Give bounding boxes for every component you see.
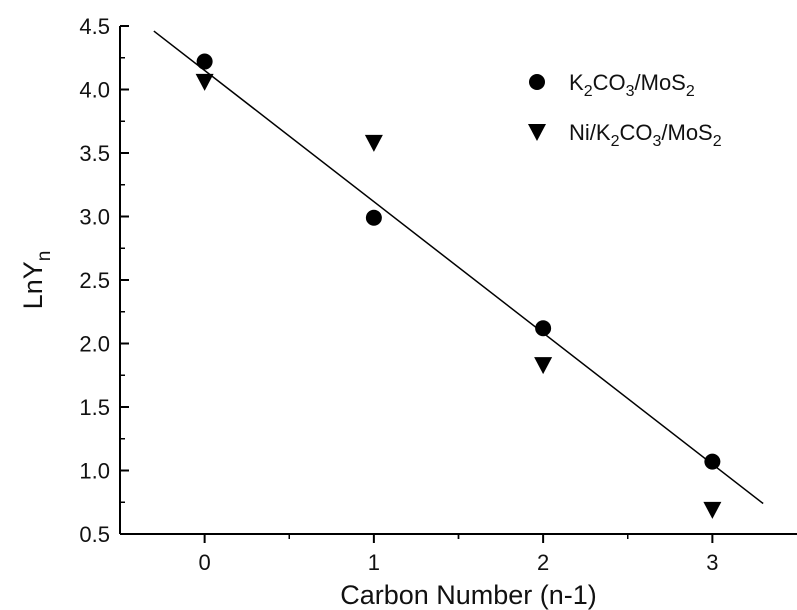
legend-subscript: 2 [611, 133, 620, 150]
x-tick-label: 0 [199, 550, 211, 575]
data-point-triangle [534, 357, 553, 375]
fit-line [153, 30, 764, 505]
x-tick-label: 3 [706, 550, 718, 575]
legend-marker [529, 74, 545, 90]
y-tick-label: 1.5 [79, 395, 110, 420]
data-point-circle [365, 209, 382, 226]
x-axis-title: Carbon Number (n-1) [340, 580, 597, 610]
legend-subscript: 3 [626, 83, 635, 100]
data-point-triangle [703, 501, 722, 519]
y-tick-label: 3.5 [79, 141, 110, 166]
legend-text-part: Ni/K [569, 120, 611, 145]
legend-marker [528, 124, 546, 141]
y-tick-label: 2.5 [79, 268, 110, 293]
y-axis-title-main: LnY [18, 261, 48, 309]
y-tick-label: 1.0 [79, 459, 110, 484]
data-point-triangle [364, 134, 383, 152]
legend-text-part: K [569, 70, 584, 95]
data-point-triangle [195, 73, 214, 91]
y-tick-label: 4.0 [79, 78, 110, 103]
y-axis-title-subscript: n [34, 251, 55, 262]
x-tick-label: 1 [368, 550, 380, 575]
data-point-circle [196, 53, 213, 70]
data-points [195, 53, 722, 519]
data-point-circle [535, 320, 552, 337]
axes: 0.5 1.0 1.5 2.0 2.5 3.0 3.5 4.0 4.5 0 1 2 3 [79, 14, 797, 575]
y-tick-label: 0.5 [79, 522, 110, 547]
legend-entry-label: Ni/K2CO3/MoS2 [569, 120, 722, 150]
legend-text-part: CO [619, 120, 652, 145]
legend-subscript: 2 [713, 133, 722, 150]
legend-subscript: 2 [584, 83, 593, 100]
x-tick-label: 2 [537, 550, 549, 575]
y-tick-label: 3.0 [79, 205, 110, 230]
legend-entry-label: K2CO3/MoS2 [569, 70, 695, 100]
y-axis-title: LnYn [18, 251, 55, 310]
legend-text-part: CO [593, 70, 626, 95]
data-point-circle [704, 453, 721, 470]
y-tick-label: 4.5 [79, 14, 110, 39]
legend-subscript: 2 [686, 83, 695, 100]
legend-text-part: /MoS [661, 120, 712, 145]
y-tick-label: 2.0 [79, 332, 110, 357]
legend-subscript: 3 [652, 133, 661, 150]
legend-text-part: /MoS [635, 70, 686, 95]
fit-line-group [153, 30, 764, 505]
